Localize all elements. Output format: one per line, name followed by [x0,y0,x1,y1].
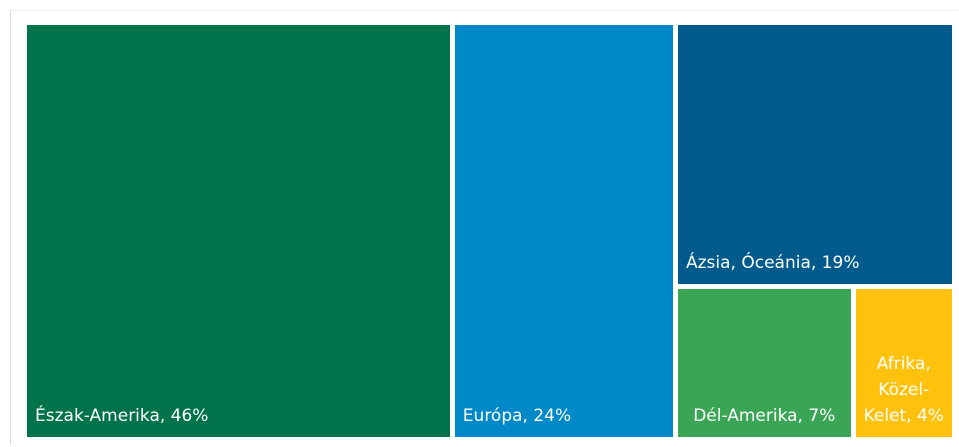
tile-label: Európa, 24% [462,406,572,426]
treemap-tile: Ázsia, Óceánia, 19% [678,25,952,285]
treemap-tile: Dél-Amerika, 7% [678,289,851,437]
tile-label: Észak-Amerika, 46% [35,406,209,426]
treemap-tile: Európa, 24% [454,25,673,437]
tile-label: Ázsia, Óceánia, 19% [686,253,860,274]
chart-frame [10,10,957,445]
tile-label: Afrika, Közel-Kelet, 4% [863,353,944,426]
treemap-tile: Afrika, Közel-Kelet, 4% [855,289,952,437]
tile-label: Dél-Amerika, 7% [693,405,836,426]
treemap-tile: Észak-Amerika, 46% [27,25,450,437]
